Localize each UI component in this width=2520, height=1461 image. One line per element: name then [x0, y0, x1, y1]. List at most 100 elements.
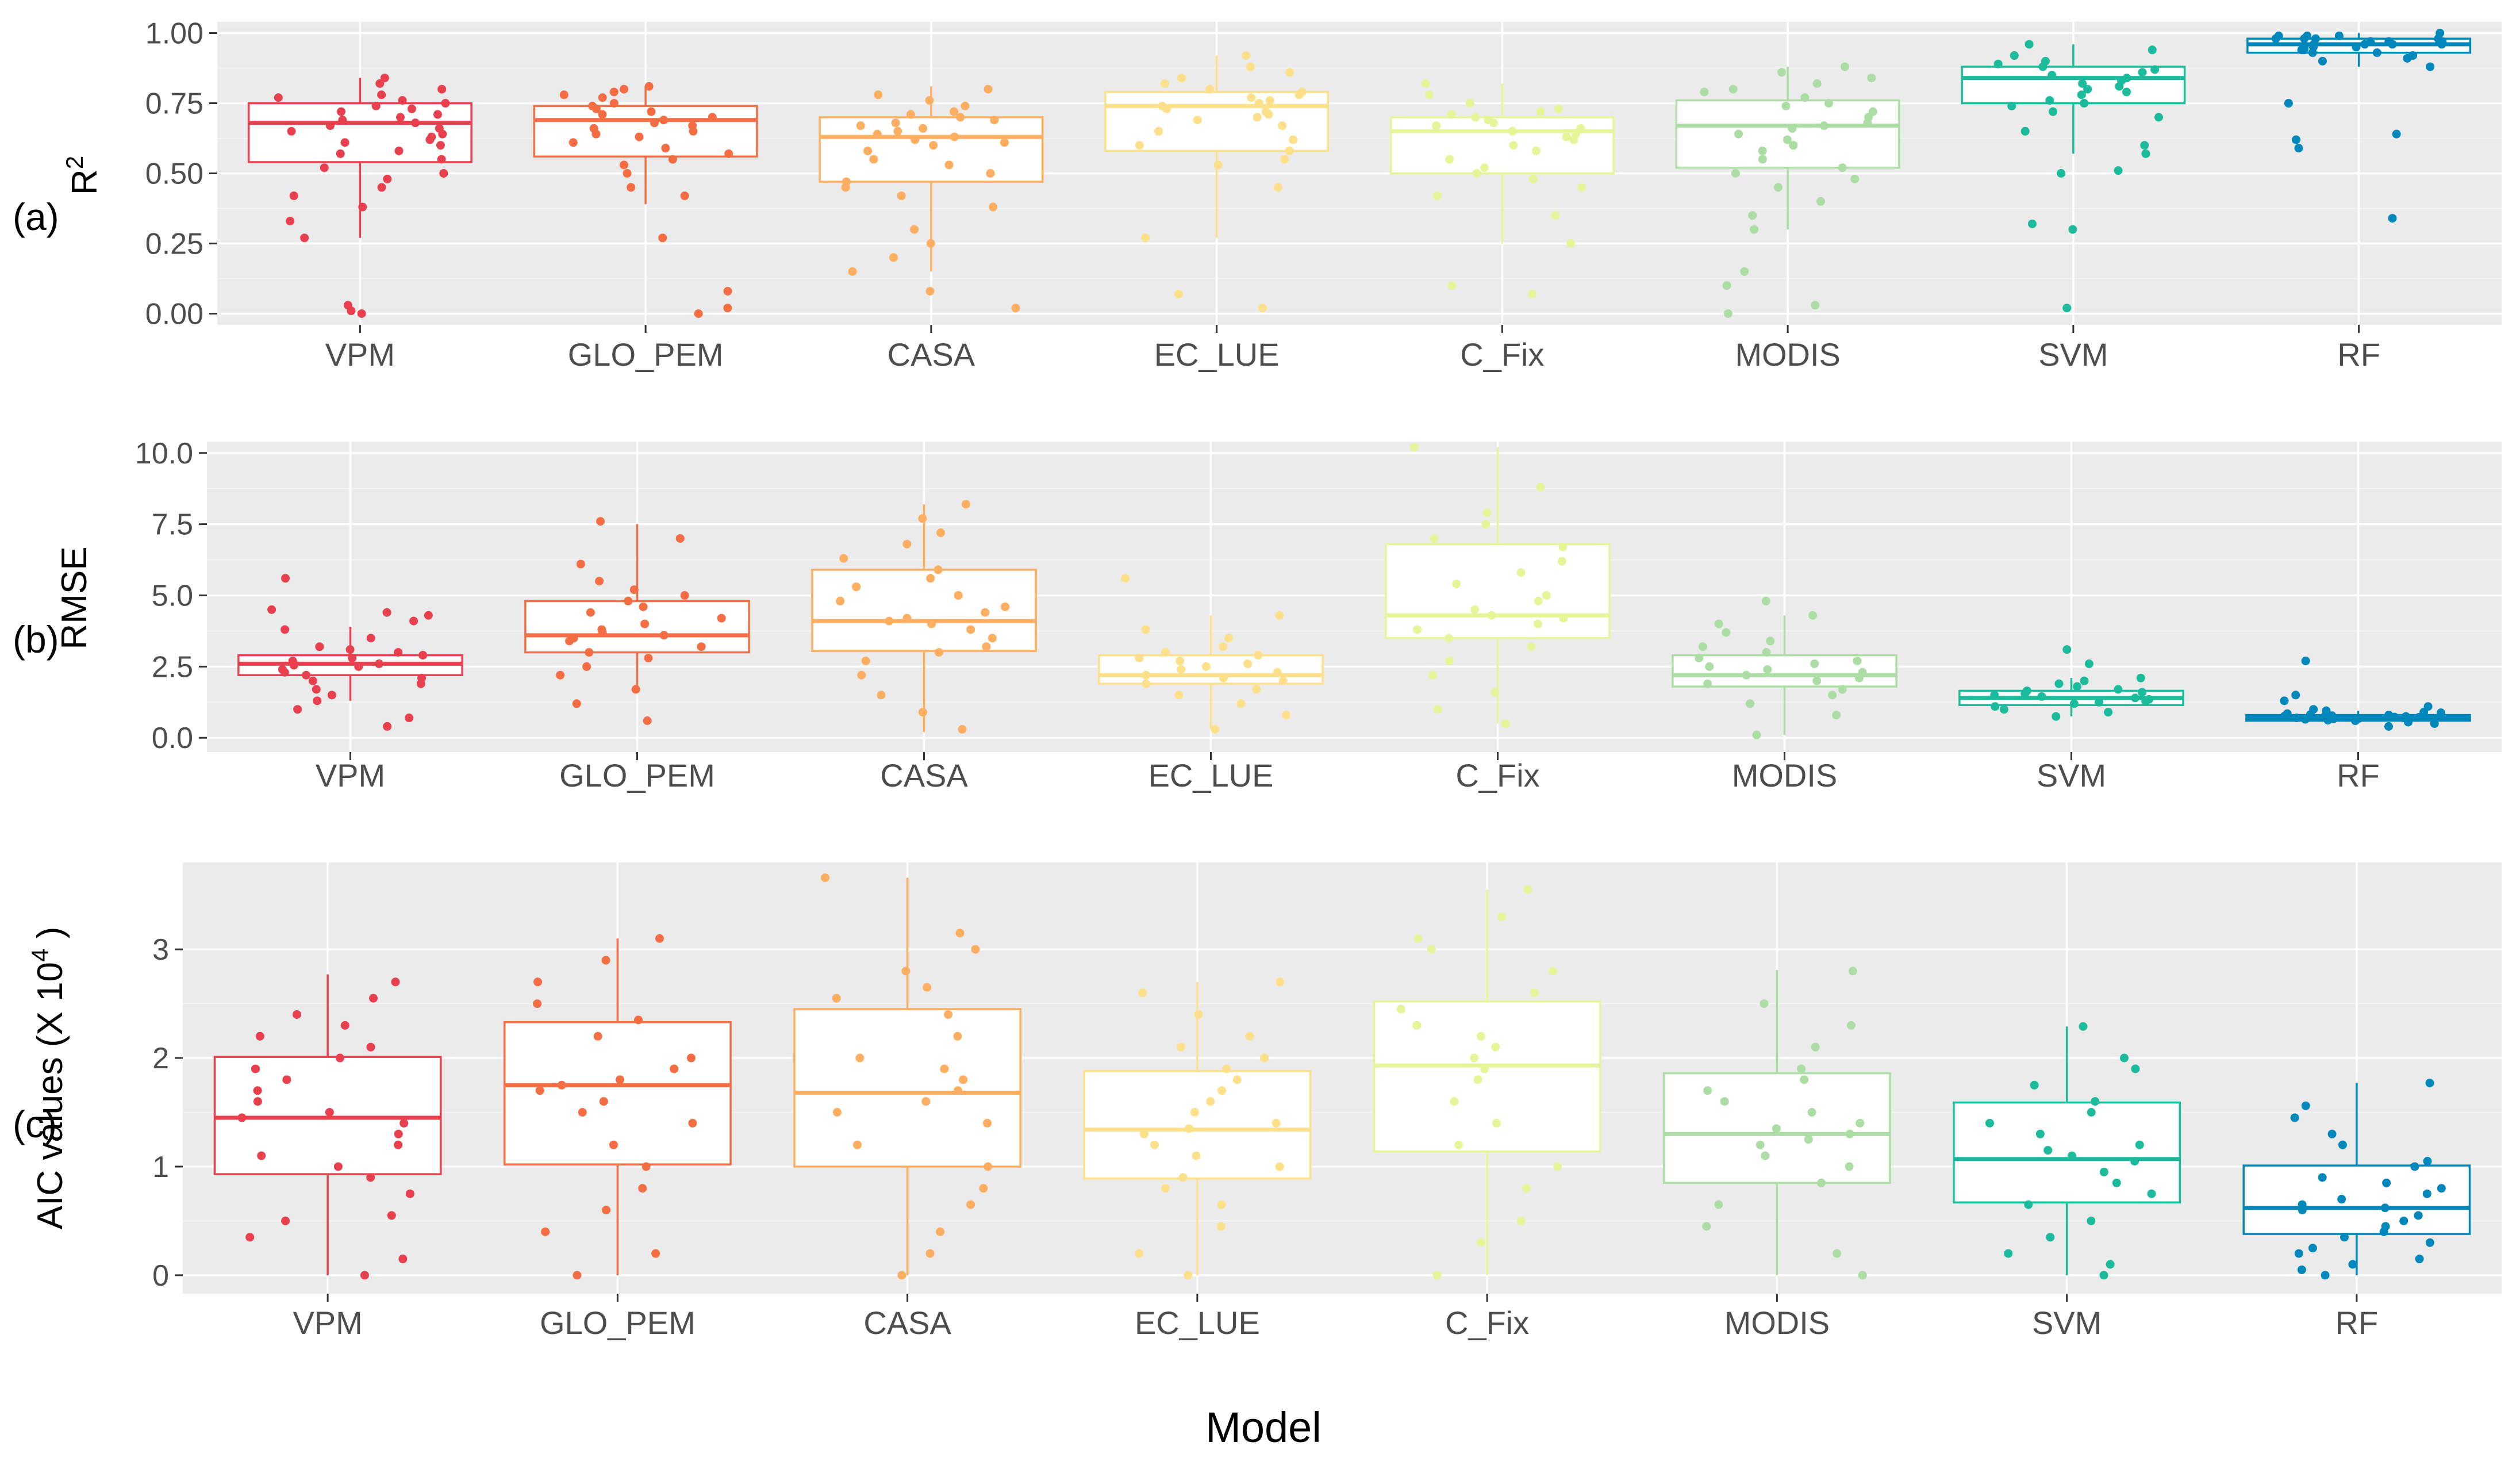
data-point — [1742, 670, 1751, 680]
data-point — [650, 118, 659, 128]
data-point — [1471, 113, 1480, 122]
data-point — [2080, 99, 2089, 108]
data-point — [1190, 1108, 1199, 1117]
data-point — [573, 1271, 582, 1280]
x-tick-label: C_Fix — [1445, 1305, 1529, 1341]
data-point — [1174, 691, 1184, 700]
data-point — [623, 169, 632, 178]
x-tick-label: CASA — [863, 1305, 951, 1341]
data-point — [281, 574, 290, 583]
data-point — [253, 1097, 262, 1106]
data-point — [2322, 706, 2331, 715]
data-point — [1138, 988, 1147, 998]
data-point — [533, 977, 543, 987]
data-point — [1276, 977, 1285, 987]
data-point — [578, 1108, 587, 1117]
data-point — [839, 554, 848, 563]
data-point — [1562, 132, 1571, 141]
data-point — [655, 934, 664, 943]
data-point — [647, 107, 656, 116]
data-point — [1838, 685, 1847, 694]
data-point — [358, 202, 367, 212]
data-point — [2057, 169, 2066, 178]
data-point — [1761, 1151, 1770, 1160]
x-tick-label: SVM — [2037, 757, 2106, 793]
data-point — [383, 722, 392, 731]
data-point — [366, 1173, 375, 1182]
data-point — [1141, 233, 1150, 243]
data-point — [988, 634, 997, 643]
box-C_Fix — [1389, 116, 1615, 175]
data-point — [343, 301, 352, 310]
data-point — [1858, 1271, 1867, 1280]
data-point — [598, 93, 607, 102]
data-point — [2399, 1216, 2408, 1225]
data-point — [1999, 705, 2008, 714]
data-point — [2283, 709, 2292, 718]
data-point — [966, 625, 975, 634]
data-point — [1800, 1075, 1809, 1084]
data-point — [659, 631, 669, 640]
y-tick-label: 7.5 — [152, 508, 193, 542]
data-point — [984, 85, 993, 94]
data-point — [1508, 126, 1517, 136]
data-point — [1571, 129, 1580, 139]
data-point — [1559, 613, 1568, 623]
data-point — [891, 118, 900, 128]
data-point — [369, 994, 378, 1003]
data-point — [688, 121, 697, 131]
data-point — [2007, 101, 2016, 110]
data-point — [961, 101, 970, 110]
data-point — [1714, 619, 1723, 628]
data-point — [257, 1151, 266, 1160]
data-point — [1232, 1075, 1242, 1084]
data-point — [1217, 1200, 1226, 1209]
panel-label: (b) — [13, 618, 59, 661]
data-point — [292, 1010, 301, 1019]
data-point — [989, 202, 998, 212]
data-point — [2366, 37, 2375, 46]
data-point — [1253, 113, 1262, 122]
data-point — [1454, 1140, 1463, 1149]
y-tick-label: 5.0 — [152, 580, 193, 613]
data-point — [586, 608, 595, 617]
data-point — [1275, 1162, 1284, 1171]
data-point — [889, 253, 898, 262]
data-point — [1558, 557, 1567, 566]
data-point — [2425, 1238, 2434, 1247]
data-point — [842, 177, 851, 186]
data-point — [857, 670, 866, 680]
data-point — [1788, 124, 1797, 133]
data-point — [2079, 1022, 2088, 1031]
data-point — [651, 1249, 660, 1258]
data-point — [1445, 656, 1454, 665]
y-tick-label: 0.25 — [145, 227, 203, 260]
box-GLO_PEM — [524, 600, 750, 654]
data-point — [2068, 1151, 2077, 1160]
data-point — [1289, 135, 1298, 144]
data-point — [1532, 146, 1541, 155]
y-tick-label: 2.5 — [152, 650, 193, 684]
data-point — [576, 559, 585, 569]
data-point — [902, 613, 912, 623]
data-point — [1856, 1118, 1865, 1128]
data-point — [2077, 90, 2086, 99]
data-point — [1810, 659, 1819, 668]
data-point — [1703, 679, 1712, 688]
y-axis-title: R2 — [61, 156, 105, 195]
data-point — [1755, 1140, 1765, 1149]
data-point — [1487, 611, 1496, 620]
data-point — [954, 1086, 963, 1095]
data-point — [1135, 141, 1144, 150]
data-point — [2084, 659, 2093, 668]
data-point — [954, 591, 963, 600]
data-point — [1011, 304, 1020, 313]
data-point — [1702, 1222, 1711, 1231]
data-point — [668, 155, 677, 164]
data-point — [863, 146, 873, 155]
data-point — [1781, 101, 1791, 110]
data-point — [2091, 1097, 2100, 1106]
data-point — [983, 1118, 992, 1128]
data-point — [435, 124, 444, 133]
data-point — [1783, 135, 1792, 144]
